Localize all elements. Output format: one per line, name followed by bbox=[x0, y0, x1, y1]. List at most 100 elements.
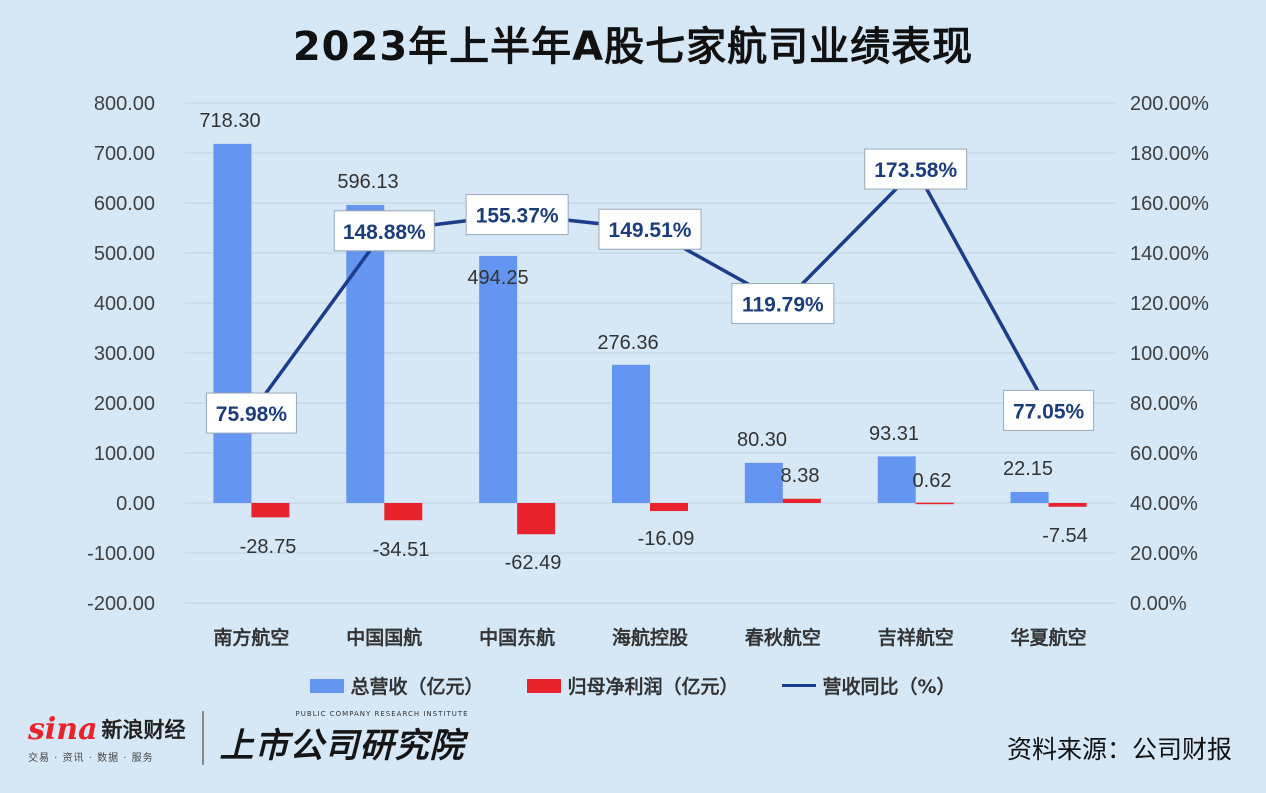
bar-labels: 718.30 596.13 494.25 276.36 80.30 93.31 22.15 -… bbox=[199, 110, 1087, 574]
net-profit-bar bbox=[1048, 503, 1087, 507]
left-tick-label: 700.00 bbox=[94, 143, 155, 165]
legend-swatch-revenue bbox=[310, 678, 345, 693]
sina-finance-name: 新浪财经 bbox=[101, 718, 186, 742]
right-tick-label: 100.00% bbox=[1130, 343, 1209, 365]
left-tick-label: 500.00 bbox=[94, 243, 155, 265]
right-tick-label: 180.00% bbox=[1130, 143, 1209, 165]
category-label: 中国国航 bbox=[346, 626, 422, 649]
sina-tagline: 交易 · 资讯 · 数据 · 服务 bbox=[28, 753, 154, 764]
logo-divider bbox=[201, 711, 204, 765]
right-tick-label: 140.00% bbox=[1130, 243, 1209, 265]
category-label: 华夏航空 bbox=[1011, 626, 1087, 649]
yoy-value-label: 77.05% bbox=[1013, 400, 1085, 423]
legend-label-yoy: 营收同比（%） bbox=[822, 676, 956, 698]
net-profit-bar bbox=[384, 503, 423, 521]
legend-swatch-net-profit bbox=[527, 678, 562, 693]
right-tick-label: 160.00% bbox=[1130, 193, 1209, 215]
right-tick-label: 80.00% bbox=[1130, 393, 1198, 415]
revenue-value-label: 494.25 bbox=[467, 267, 528, 289]
right-tick-label: 0.00% bbox=[1130, 593, 1187, 615]
revenue-value-label: 276.36 bbox=[597, 332, 658, 354]
revenue-value-label: 22.15 bbox=[1003, 458, 1053, 480]
left-tick-label: 600.00 bbox=[94, 193, 155, 215]
institute-english-name: PUBLIC COMPANY RESEARCH INSTITUTE bbox=[295, 709, 469, 718]
left-tick-label: -100.00 bbox=[87, 543, 155, 565]
net-profit-bar bbox=[782, 498, 821, 503]
yoy-label-box bbox=[465, 194, 569, 236]
net-profit-value-label: 8.38 bbox=[781, 465, 820, 487]
left-tick-label: 100.00 bbox=[94, 443, 155, 465]
net-profit-bar bbox=[517, 503, 556, 535]
right-tick-label: 60.00% bbox=[1130, 443, 1198, 465]
yoy-label-box bbox=[864, 148, 968, 190]
legend-label-revenue: 总营收（亿元） bbox=[350, 676, 484, 698]
sina-finance-logo: sina 新浪财经 交易 · 资讯 · 数据 · 服务 bbox=[28, 712, 186, 764]
left-tick-label: 300.00 bbox=[94, 343, 155, 365]
right-tick-label: 200.00% bbox=[1130, 93, 1209, 115]
legend: 总营收（亿元） 归母净利润（亿元） 营收同比（%） bbox=[0, 672, 1266, 699]
right-tick-label: 40.00% bbox=[1130, 493, 1198, 515]
sina-wordmark: sina bbox=[28, 712, 98, 747]
revenue-bar bbox=[877, 456, 916, 503]
net-profit-value-label: -62.49 bbox=[505, 552, 562, 574]
revenue-value-label: 596.13 bbox=[337, 171, 398, 193]
yoy-label-box bbox=[205, 392, 297, 434]
gridlines bbox=[185, 102, 1115, 604]
yoy-label-box bbox=[731, 283, 835, 325]
net-profit-value-label: -16.09 bbox=[638, 528, 695, 550]
yoy-value-label: 155.37% bbox=[476, 205, 559, 228]
revenue-bar bbox=[1010, 491, 1049, 503]
yoy-label-box bbox=[333, 210, 435, 252]
category-label: 春秋航空 bbox=[745, 626, 821, 649]
net-profit-bar bbox=[251, 503, 290, 518]
net-profit-bar bbox=[915, 502, 954, 505]
revenue-bar bbox=[744, 462, 783, 503]
yoy-label-box bbox=[598, 208, 702, 250]
revenue-value-label: 80.30 bbox=[737, 429, 787, 451]
right-tick-label: 20.00% bbox=[1130, 543, 1198, 565]
yoy-value-label: 119.79% bbox=[742, 294, 824, 317]
yoy-label-box bbox=[1003, 389, 1095, 431]
legend-swatch-yoy bbox=[782, 684, 817, 687]
left-tick-label: 400.00 bbox=[94, 293, 155, 315]
revenue-value-label: 93.31 bbox=[869, 423, 919, 445]
category-axis: 南方航空 中国国航 中国东航 海航控股 春秋航空 吉祥航空 华夏航空 bbox=[213, 626, 1086, 649]
yoy-value-label: 149.51% bbox=[609, 219, 692, 242]
legend-item-yoy: 营收同比（%） bbox=[782, 672, 956, 699]
yoy-value-label: 148.88% bbox=[343, 221, 426, 244]
yoy-labels: 75.98% 148.88% 155.37% 149.51% 119.79% 173.58… bbox=[205, 148, 1095, 434]
yoy-value-label: 173.58% bbox=[874, 159, 957, 182]
revenue-bar bbox=[612, 364, 650, 503]
legend-item-net-profit: 归母净利润（亿元） bbox=[527, 672, 738, 699]
chart-title: 2023年上半年A股七家航司业绩表现 bbox=[292, 24, 974, 70]
revenue-bar bbox=[479, 255, 518, 503]
left-tick-label: 200.00 bbox=[94, 393, 155, 415]
net-profit-value-label: -7.54 bbox=[1042, 525, 1088, 547]
revenue-value-label: 718.30 bbox=[199, 110, 260, 132]
net-profit-value-label: -28.75 bbox=[240, 536, 297, 558]
category-label: 吉祥航空 bbox=[878, 626, 954, 649]
left-tick-label: -200.00 bbox=[87, 593, 155, 615]
category-label: 海航控股 bbox=[612, 626, 688, 649]
source-note: 资料来源：公司财报 bbox=[1006, 735, 1232, 764]
yoy-value-label: 75.98% bbox=[216, 403, 288, 426]
left-axis: 800.00 700.00 600.00 500.00 400.00 300.00 200.… bbox=[87, 93, 155, 615]
net-profit-value-label: 0.62 bbox=[913, 470, 952, 492]
net-profit-value-label: -34.51 bbox=[373, 539, 430, 561]
right-tick-label: 120.00% bbox=[1130, 293, 1209, 315]
left-tick-label: 0.00 bbox=[116, 493, 155, 515]
net-profit-bar bbox=[650, 503, 688, 512]
left-tick-label: 800.00 bbox=[94, 93, 155, 115]
legend-label-net-profit: 归母净利润（亿元） bbox=[567, 676, 739, 698]
category-label: 中国东航 bbox=[479, 626, 555, 649]
institute-chinese-name: 上市公司研究院 bbox=[219, 725, 465, 766]
revenue-bar bbox=[213, 143, 252, 503]
logos: sina 新浪财经 交易 · 资讯 · 数据 · 服务 PUBLIC COMPA… bbox=[28, 708, 469, 768]
legend-item-revenue: 总营收（亿元） bbox=[310, 672, 483, 699]
bars bbox=[213, 143, 1087, 535]
institute-logo: PUBLIC COMPANY RESEARCH INSTITUTE 上市公司研究… bbox=[220, 710, 469, 767]
category-label: 南方航空 bbox=[213, 626, 289, 649]
right-axis: 200.00% 180.00% 160.00% 140.00% 120.00% 100.0… bbox=[1130, 93, 1209, 615]
